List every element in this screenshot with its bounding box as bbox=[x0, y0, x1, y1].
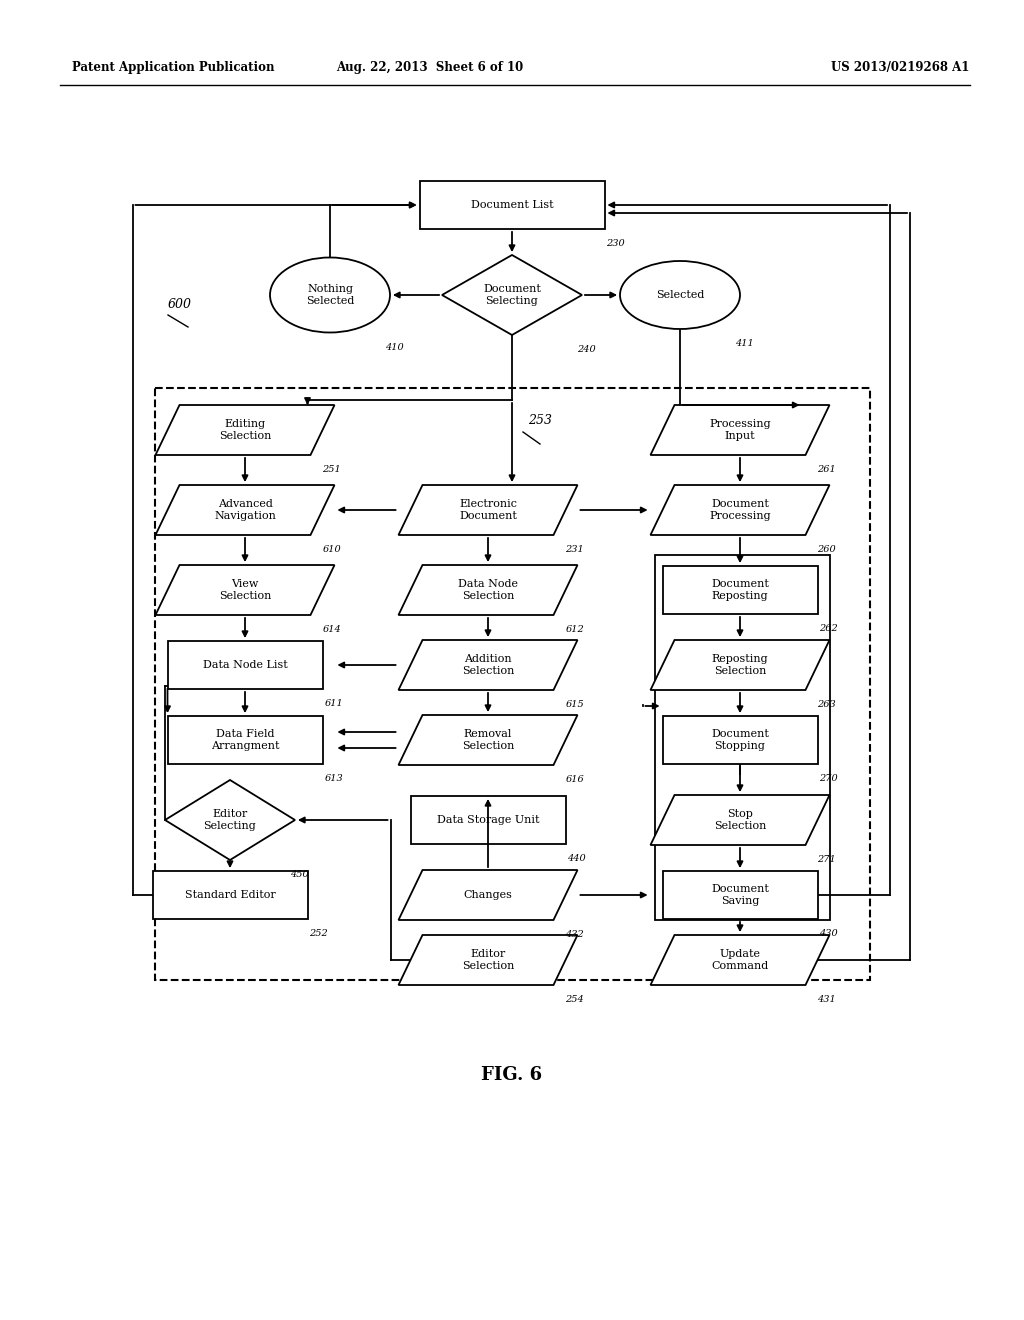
Text: 440: 440 bbox=[567, 854, 587, 863]
Text: Electronic
Document: Electronic Document bbox=[459, 499, 517, 521]
Text: 614: 614 bbox=[323, 624, 341, 634]
Text: Data Node List: Data Node List bbox=[203, 660, 288, 671]
Text: Selected: Selected bbox=[655, 290, 705, 300]
Polygon shape bbox=[650, 640, 829, 690]
Text: 450: 450 bbox=[290, 870, 309, 879]
Text: 410: 410 bbox=[385, 342, 403, 351]
Text: 613: 613 bbox=[325, 774, 343, 783]
Text: Editor
Selection: Editor Selection bbox=[462, 949, 514, 970]
Text: Document
Selecting: Document Selecting bbox=[483, 284, 541, 306]
Text: 263: 263 bbox=[817, 700, 837, 709]
Polygon shape bbox=[165, 780, 295, 861]
Text: 611: 611 bbox=[325, 700, 343, 708]
Text: Changes: Changes bbox=[464, 890, 512, 900]
Text: 430: 430 bbox=[819, 929, 839, 939]
FancyBboxPatch shape bbox=[663, 715, 817, 764]
Text: 271: 271 bbox=[817, 855, 837, 865]
Text: Document
Reposting: Document Reposting bbox=[711, 579, 769, 601]
Text: Data Node
Selection: Data Node Selection bbox=[458, 579, 518, 601]
FancyBboxPatch shape bbox=[663, 871, 817, 919]
Text: 270: 270 bbox=[819, 774, 839, 783]
Text: Advanced
Navigation: Advanced Navigation bbox=[214, 499, 275, 521]
FancyBboxPatch shape bbox=[655, 554, 830, 920]
FancyBboxPatch shape bbox=[168, 715, 323, 764]
Text: Standard Editor: Standard Editor bbox=[184, 890, 275, 900]
Polygon shape bbox=[398, 484, 578, 535]
Ellipse shape bbox=[270, 257, 390, 333]
Polygon shape bbox=[442, 255, 582, 335]
Text: 262: 262 bbox=[819, 624, 839, 634]
Text: Document
Stopping: Document Stopping bbox=[711, 729, 769, 751]
Text: Document
Processing: Document Processing bbox=[710, 499, 771, 521]
Polygon shape bbox=[398, 870, 578, 920]
Text: FIG. 6: FIG. 6 bbox=[481, 1067, 543, 1084]
Text: 253: 253 bbox=[528, 413, 552, 426]
Polygon shape bbox=[398, 935, 578, 985]
Text: 432: 432 bbox=[565, 931, 585, 939]
Polygon shape bbox=[650, 935, 829, 985]
Text: 251: 251 bbox=[323, 465, 341, 474]
Polygon shape bbox=[398, 715, 578, 766]
Text: 616: 616 bbox=[565, 775, 585, 784]
Text: 610: 610 bbox=[323, 545, 341, 554]
FancyBboxPatch shape bbox=[153, 871, 307, 919]
Polygon shape bbox=[650, 795, 829, 845]
Polygon shape bbox=[156, 484, 335, 535]
Polygon shape bbox=[398, 565, 578, 615]
Text: 615: 615 bbox=[565, 700, 585, 709]
Text: 431: 431 bbox=[817, 995, 837, 1005]
FancyBboxPatch shape bbox=[663, 566, 817, 614]
Text: 411: 411 bbox=[735, 339, 754, 348]
Text: Addition
Selection: Addition Selection bbox=[462, 655, 514, 676]
Text: Document List: Document List bbox=[471, 201, 553, 210]
Text: Update
Command: Update Command bbox=[712, 949, 769, 970]
Polygon shape bbox=[398, 640, 578, 690]
FancyBboxPatch shape bbox=[411, 796, 565, 843]
Text: View
Selection: View Selection bbox=[219, 579, 271, 601]
Polygon shape bbox=[156, 565, 335, 615]
Text: Aug. 22, 2013  Sheet 6 of 10: Aug. 22, 2013 Sheet 6 of 10 bbox=[336, 62, 523, 74]
Text: Removal
Selection: Removal Selection bbox=[462, 729, 514, 751]
FancyBboxPatch shape bbox=[168, 642, 323, 689]
Text: Processing
Input: Processing Input bbox=[710, 420, 771, 441]
FancyBboxPatch shape bbox=[420, 181, 604, 228]
Text: Editing
Selection: Editing Selection bbox=[219, 420, 271, 441]
Ellipse shape bbox=[620, 261, 740, 329]
Polygon shape bbox=[650, 484, 829, 535]
Text: 230: 230 bbox=[606, 239, 626, 248]
Text: Nothing
Selected: Nothing Selected bbox=[306, 284, 354, 306]
Polygon shape bbox=[650, 405, 829, 455]
Text: 240: 240 bbox=[577, 345, 596, 354]
Text: 261: 261 bbox=[817, 465, 837, 474]
Text: Data Storage Unit: Data Storage Unit bbox=[437, 814, 540, 825]
Text: 252: 252 bbox=[309, 929, 329, 939]
Text: Stop
Selection: Stop Selection bbox=[714, 809, 766, 830]
Text: 612: 612 bbox=[565, 624, 585, 634]
Text: Editor
Selecting: Editor Selecting bbox=[204, 809, 256, 830]
Text: US 2013/0219268 A1: US 2013/0219268 A1 bbox=[830, 62, 969, 74]
Polygon shape bbox=[156, 405, 335, 455]
Text: 600: 600 bbox=[168, 298, 193, 312]
Text: Reposting
Selection: Reposting Selection bbox=[712, 655, 768, 676]
Text: 231: 231 bbox=[565, 545, 585, 554]
Text: 260: 260 bbox=[817, 545, 837, 554]
Text: Patent Application Publication: Patent Application Publication bbox=[72, 62, 274, 74]
Text: Data Field
Arrangment: Data Field Arrangment bbox=[211, 729, 280, 751]
Text: Document
Saving: Document Saving bbox=[711, 884, 769, 906]
Text: 254: 254 bbox=[565, 995, 585, 1005]
